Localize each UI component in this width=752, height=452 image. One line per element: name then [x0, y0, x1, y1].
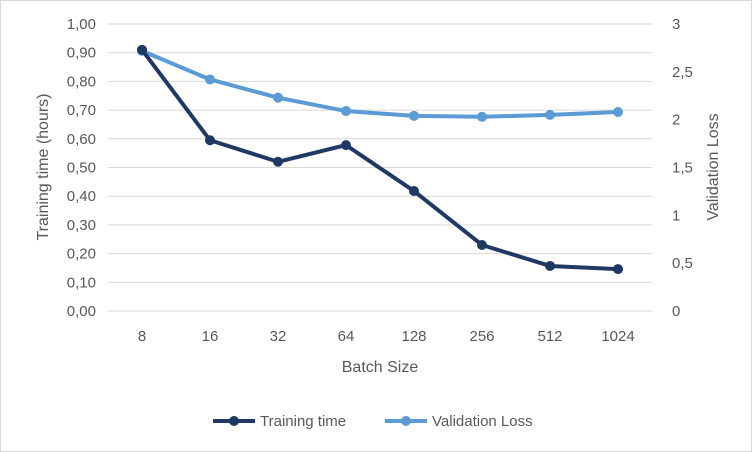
legend-item-training-time: Training time [213, 413, 346, 430]
gridlines [108, 23, 652, 312]
series-training-time [137, 44, 623, 275]
data-point [137, 44, 147, 55]
data-point [545, 260, 555, 271]
y-tick-label: 0,20 [67, 246, 96, 263]
y2-tick-label: 0 [672, 303, 680, 320]
data-point [613, 264, 623, 275]
x-tick-label: 1024 [601, 328, 634, 345]
data-point [409, 186, 419, 197]
y-tick-label: 0,60 [67, 131, 96, 148]
y-tick-label: 1,00 [67, 16, 96, 33]
y-tick-label: 0,90 [67, 45, 96, 62]
series-line [141, 48, 619, 119]
y2-tick-label: 1 [672, 207, 680, 224]
data-point [341, 106, 351, 117]
data-point [205, 74, 215, 85]
x-tick-label: 16 [202, 328, 219, 345]
x-tick-label: 64 [338, 328, 355, 345]
data-point [341, 140, 351, 151]
legend-label-training-time: Training time [260, 413, 346, 430]
x-tick-label: 32 [270, 328, 287, 345]
x-tick-label: 256 [469, 328, 494, 345]
x-tick-label: 512 [537, 328, 562, 345]
x-tick-label: 8 [138, 328, 146, 345]
y2-tick-label: 0,5 [672, 255, 693, 272]
data-point [613, 107, 623, 118]
x-axis-title: Batch Size [342, 359, 419, 376]
series [137, 44, 623, 275]
y-tick-label: 0,70 [67, 102, 96, 119]
data-point [205, 135, 215, 146]
data-point [273, 92, 283, 103]
legend-item-validation-loss: Validation Loss [385, 413, 533, 430]
y-tick-label: 0,50 [67, 160, 96, 177]
data-point [409, 110, 419, 121]
data-point [477, 239, 487, 250]
legend: Training time Validation Loss [213, 413, 533, 430]
y-tick-label: 0,40 [67, 188, 96, 205]
legend-marker-validation-loss [401, 416, 411, 426]
x-axis-ticks: 8 16 32 64 128 256 512 1024 [138, 328, 635, 345]
data-point [545, 109, 555, 120]
data-point [477, 111, 487, 122]
y2-tick-label: 2 [672, 112, 680, 129]
legend-marker-training-time [229, 416, 239, 426]
y2-tick-label: 1,5 [672, 160, 693, 177]
y-axis-left-title: Training time (hours) [35, 93, 52, 240]
y2-tick-label: 2,5 [672, 64, 693, 81]
y-tick-label: 0,30 [67, 217, 96, 234]
legend-label-validation-loss: Validation Loss [432, 413, 533, 430]
y-tick-label: 0,80 [67, 73, 96, 90]
series-line [140, 48, 619, 272]
x-tick-label: 128 [401, 328, 426, 345]
y-axis-left-ticks: 0,00 0,10 0,20 0,30 0,40 0,50 0,60 0,70 0,80 0,90… [67, 16, 96, 320]
data-point [273, 156, 283, 167]
y-tick-label: 0,10 [67, 274, 96, 291]
y-tick-label: 0,00 [67, 303, 96, 320]
y-axis-right-title: Validation Loss [705, 113, 722, 220]
y2-tick-label: 3 [672, 16, 680, 33]
y-axis-right-ticks: 0 0,5 1 1,5 2 2,5 3 [672, 16, 693, 320]
